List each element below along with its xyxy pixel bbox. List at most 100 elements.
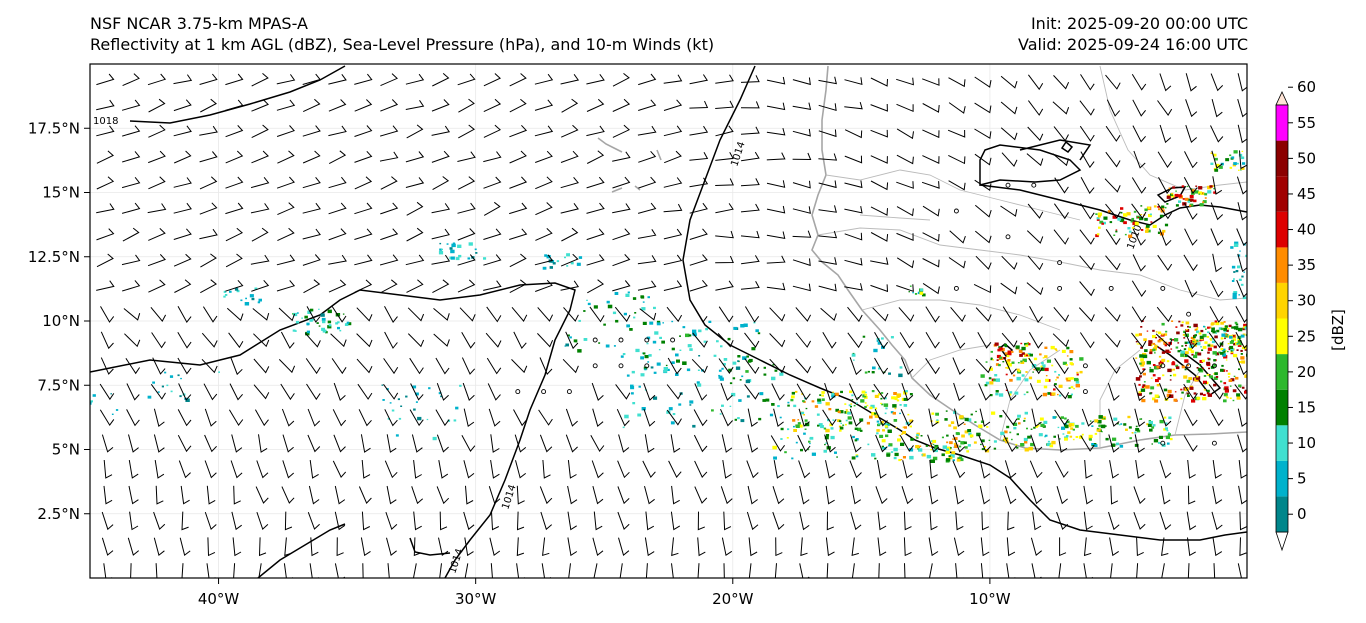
reflectivity-cell (847, 411, 851, 415)
reflectivity-cell (1226, 370, 1228, 372)
wind-barb (413, 511, 422, 531)
graticule (90, 64, 1247, 578)
reflectivity-cell (1009, 391, 1013, 394)
reflectivity-cell (1184, 197, 1189, 201)
reflectivity-cell (848, 404, 851, 407)
reflectivity-cell (804, 419, 808, 422)
wind-barb (328, 176, 347, 189)
wind-barb (929, 459, 938, 479)
wind-barb (439, 563, 442, 578)
reflectivity-cell (1184, 341, 1188, 344)
wind-barb (981, 511, 990, 531)
wind-barb (1110, 485, 1119, 505)
reflectivity-cell (1229, 385, 1232, 387)
wind-barb (715, 178, 734, 186)
wind-barb (720, 383, 733, 401)
wind-barb (229, 383, 243, 401)
reflectivity-cell (811, 452, 816, 456)
reflectivity-cell (1058, 374, 1060, 376)
wind-barb (96, 253, 114, 268)
wind-barb (744, 306, 760, 323)
reflectivity-cell (218, 371, 220, 373)
colorbar-tick-label: 55 (1297, 114, 1316, 132)
wind-barb (431, 228, 450, 240)
wind-barb (722, 460, 732, 479)
wind-barb (231, 434, 243, 453)
wind-barb (1237, 73, 1247, 92)
wind-barb (204, 460, 217, 479)
wind-barb (974, 102, 992, 114)
reflectivity-cell (1154, 344, 1158, 348)
reflectivity-cell (1185, 351, 1189, 355)
wind-barb (1132, 99, 1146, 117)
reflectivity-cell (1210, 152, 1213, 154)
reflectivity-cell (483, 257, 487, 260)
reflectivity-cell (881, 439, 886, 443)
wind-barb (792, 230, 812, 238)
reflectivity-cell (1155, 379, 1159, 383)
wind-barb (740, 230, 760, 239)
wind-barb (258, 563, 262, 578)
reflectivity-cell (1148, 420, 1153, 425)
wind-barb (1185, 73, 1197, 92)
reflectivity-cell (634, 312, 637, 314)
wind-barb (1131, 203, 1147, 220)
reflectivity-cell (1226, 334, 1229, 336)
reflectivity-cell (876, 340, 879, 342)
wind-barb (308, 485, 320, 505)
wind-barb (979, 485, 991, 505)
reflectivity-cell (921, 453, 926, 457)
wind-barb (1001, 332, 1018, 348)
reflectivity-cell (1245, 325, 1247, 328)
wind-barb (542, 459, 551, 479)
wind-barb (844, 180, 863, 189)
reflectivity-cell (1242, 327, 1246, 331)
reflectivity-cell (1067, 431, 1071, 434)
reflectivity-cell (840, 390, 843, 394)
reflectivity-cell (1004, 352, 1008, 355)
wind-barb (792, 152, 812, 161)
reflectivity-cell (1232, 389, 1237, 393)
reflectivity-cell (985, 381, 990, 385)
reflectivity-cell (945, 458, 951, 462)
reflectivity-cell (916, 436, 919, 439)
reflectivity-cell (1184, 354, 1188, 358)
wind-barb (1053, 384, 1070, 400)
reflectivity-cell (915, 436, 918, 438)
wind-barb (1212, 537, 1223, 557)
reflectivity-cell (821, 391, 825, 394)
wind-barb (1053, 126, 1069, 142)
reflectivity-cell (1140, 346, 1143, 349)
wind-barb (406, 227, 424, 242)
wind-barb (281, 486, 295, 504)
wind-barb (181, 563, 184, 578)
wind-barb (1059, 537, 1067, 557)
reflectivity-cell (850, 405, 852, 408)
reflectivity-cell (1196, 367, 1199, 369)
wind-barb (818, 76, 837, 85)
reflectivity-cell (874, 457, 877, 460)
wind-barb (307, 434, 321, 453)
wind-barb (251, 99, 269, 112)
reflectivity-cell (1183, 348, 1187, 351)
reflectivity-cell (346, 321, 350, 324)
reflectivity-cell (1220, 337, 1224, 340)
reflectivity-cell (1093, 444, 1098, 447)
wind-barb (612, 73, 630, 87)
reflectivity-cell (839, 410, 844, 414)
wind-barb (206, 485, 216, 505)
wind-barb (697, 511, 705, 531)
reflectivity-cell (1137, 216, 1140, 219)
reflectivity-cell (909, 419, 913, 423)
reflectivity-cell (1163, 341, 1168, 345)
wind-barb (775, 537, 783, 557)
reflectivity-cell (888, 443, 893, 447)
wind-barb (1208, 384, 1224, 400)
wind-barb (1004, 382, 1017, 401)
reflectivity-cell (1177, 342, 1180, 344)
reflectivity-cell (110, 393, 112, 395)
wind-barb (173, 99, 192, 112)
isobar-label: 1018 (93, 116, 118, 127)
reflectivity-cell (583, 310, 586, 312)
reflectivity-cell (801, 393, 804, 395)
